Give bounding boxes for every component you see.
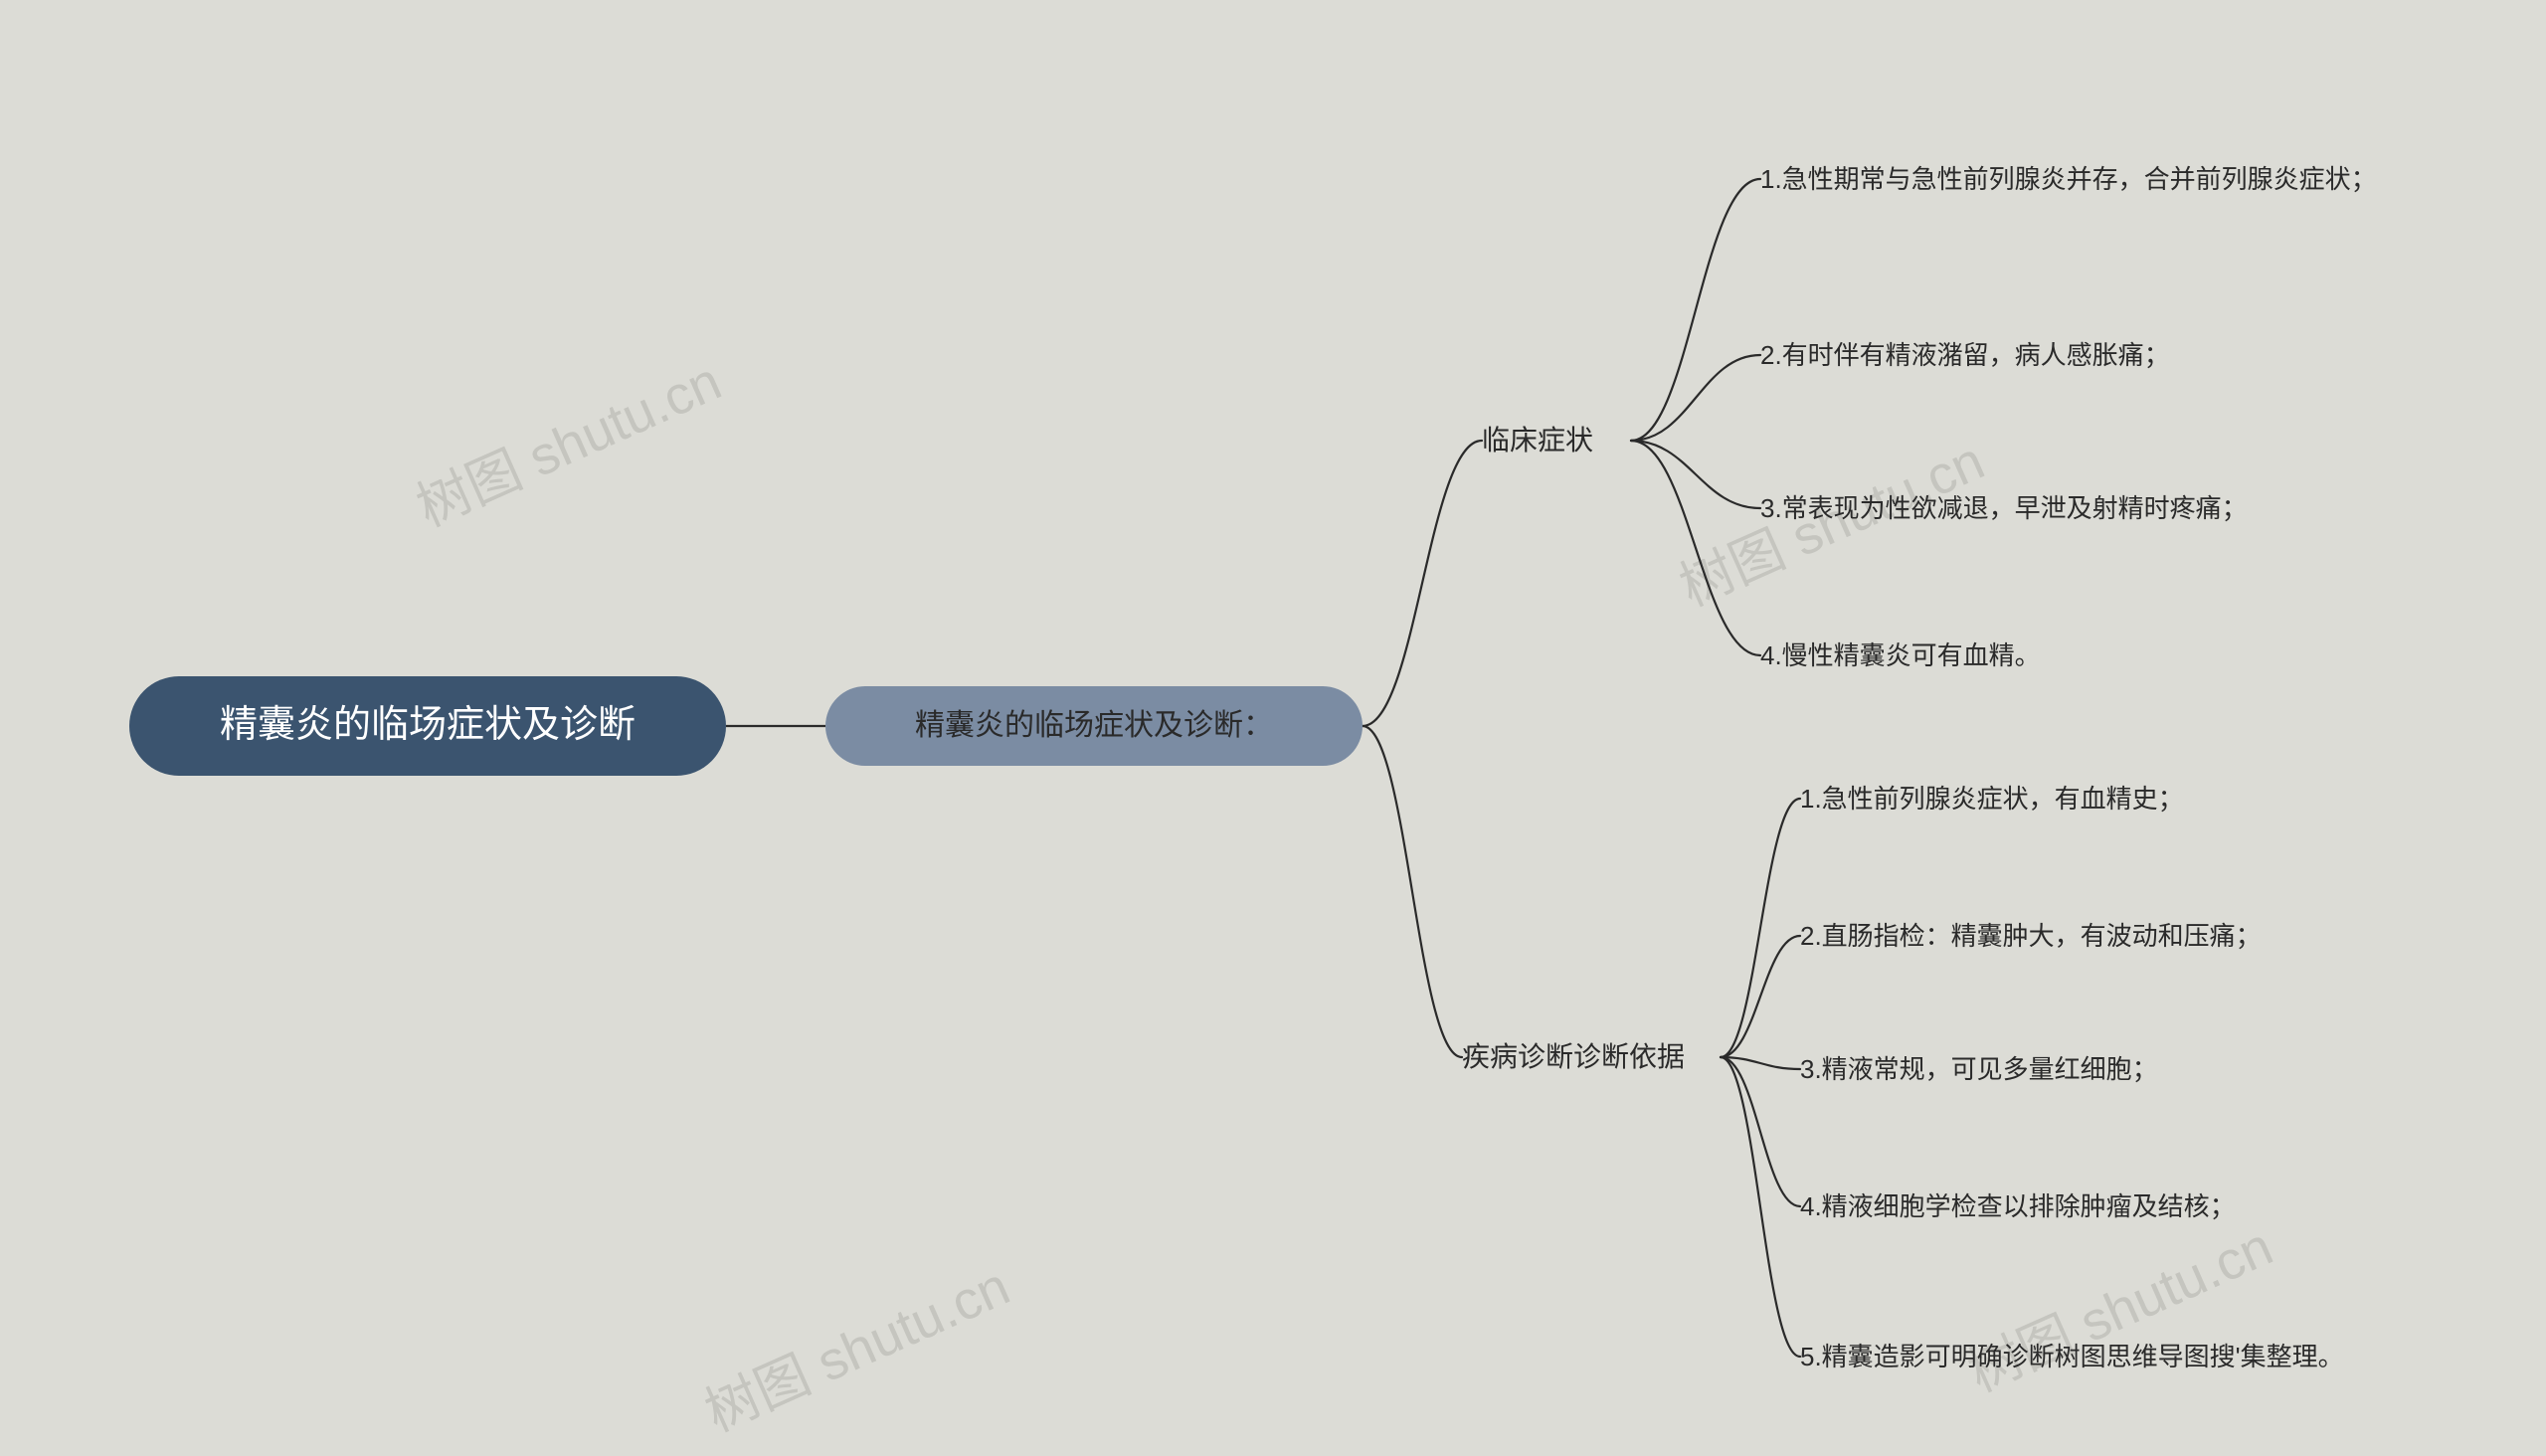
node-s1[interactable]: 1.急性期常与急性前列腺炎并存，合并前列腺炎症状； <box>1760 139 2397 219</box>
node-diagnosis[interactable]: 疾病诊断诊断依据 <box>1462 1034 1721 1080</box>
edge <box>1363 726 1462 1057</box>
edge <box>1631 441 1760 655</box>
mindmap-canvas: 树图 shutu.cn树图 shutu.cn树图 shutu.cn树图 shut… <box>0 0 2546 1456</box>
edge <box>1721 1057 1800 1206</box>
edge <box>1721 1057 1800 1069</box>
node-root[interactable]: 精囊炎的临场症状及诊断 <box>129 676 726 776</box>
edge <box>1721 1057 1800 1357</box>
node-s4[interactable]: 4.慢性精囊炎可有血精。 <box>1760 633 2397 678</box>
node-d5[interactable]: 5.精囊造影可明确诊断树图思维导图搜'集整理。 <box>1800 1317 2437 1396</box>
edge <box>1363 441 1482 726</box>
node-d2[interactable]: 2.直肠指检：精囊肿大，有波动和压痛； <box>1800 913 2437 959</box>
node-d1[interactable]: 1.急性前列腺炎症状，有血精史； <box>1800 776 2437 821</box>
watermark-text: 树图 shutu.cn <box>408 351 729 538</box>
node-d4[interactable]: 4.精液细胞学检查以排除肿瘤及结核； <box>1800 1183 2437 1229</box>
node-s2[interactable]: 2.有时伴有精液潴留，病人感胀痛； <box>1760 332 2397 378</box>
edge <box>1631 441 1760 508</box>
watermark-text: 树图 shutu.cn <box>696 1256 1017 1443</box>
node-symptoms[interactable]: 临床症状 <box>1482 418 1631 463</box>
node-s3[interactable]: 3.常表现为性欲减退，早泄及射精时疼痛； <box>1760 485 2397 531</box>
edge <box>1721 936 1800 1057</box>
edge <box>1631 179 1760 441</box>
node-d3[interactable]: 3.精液常规，可见多量红细胞； <box>1800 1046 2437 1092</box>
edge <box>1721 799 1800 1057</box>
edge <box>1631 355 1760 441</box>
node-level1[interactable]: 精囊炎的临场症状及诊断： <box>825 686 1363 766</box>
